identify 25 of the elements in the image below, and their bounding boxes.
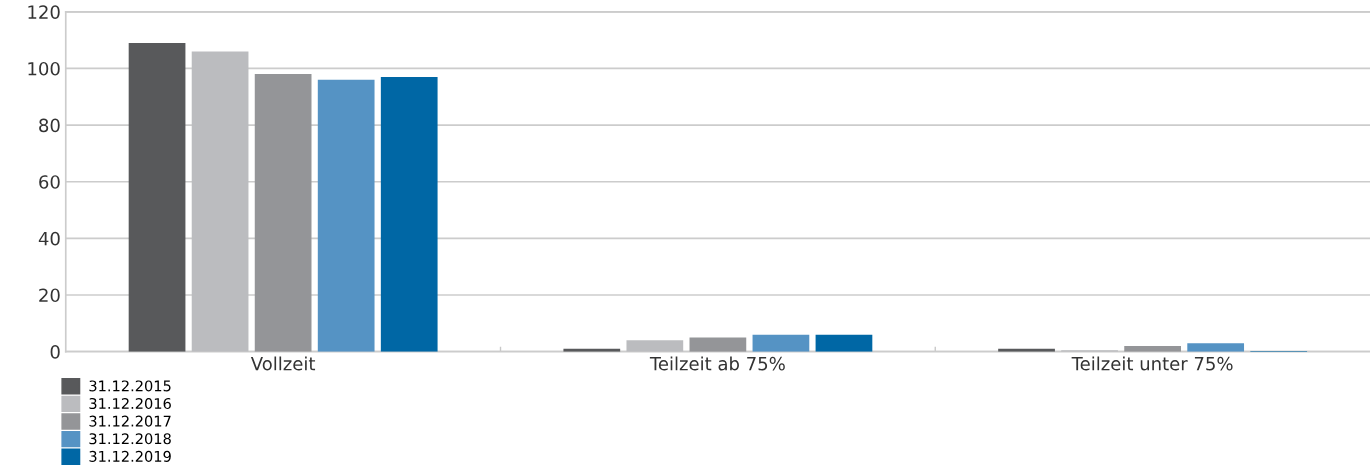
legend-label: 31.12.2019 xyxy=(89,450,171,462)
x-tick-label: Teilzeit ab 75% xyxy=(649,356,785,371)
y-tick-label: 0 xyxy=(50,345,60,359)
x-tick-label: Teilzeit unter 75% xyxy=(1071,356,1233,371)
legend-label: 31.12.2015 xyxy=(89,380,171,392)
legend-label: 31.12.2016 xyxy=(89,398,171,410)
y-tick-label: 100 xyxy=(28,61,60,76)
bar xyxy=(752,334,810,352)
y-tick-label: 40 xyxy=(38,231,60,246)
y-tick-label: 80 xyxy=(39,118,60,133)
legend-label: 31.12.2018 xyxy=(89,433,171,445)
bar xyxy=(626,340,684,352)
bar xyxy=(128,42,186,352)
y-tick-label: 120 xyxy=(28,5,60,19)
bar xyxy=(1187,343,1245,352)
bar xyxy=(254,74,312,352)
bar xyxy=(191,51,249,352)
bar xyxy=(689,337,747,352)
y-tick-label: 60 xyxy=(39,175,60,189)
x-tick-label: Vollzeit xyxy=(250,356,316,371)
y-tick-label: 20 xyxy=(39,288,60,303)
bar xyxy=(317,79,375,352)
bar xyxy=(815,334,873,352)
legend-label: 31.12.2017 xyxy=(89,415,171,427)
bar xyxy=(380,76,438,352)
